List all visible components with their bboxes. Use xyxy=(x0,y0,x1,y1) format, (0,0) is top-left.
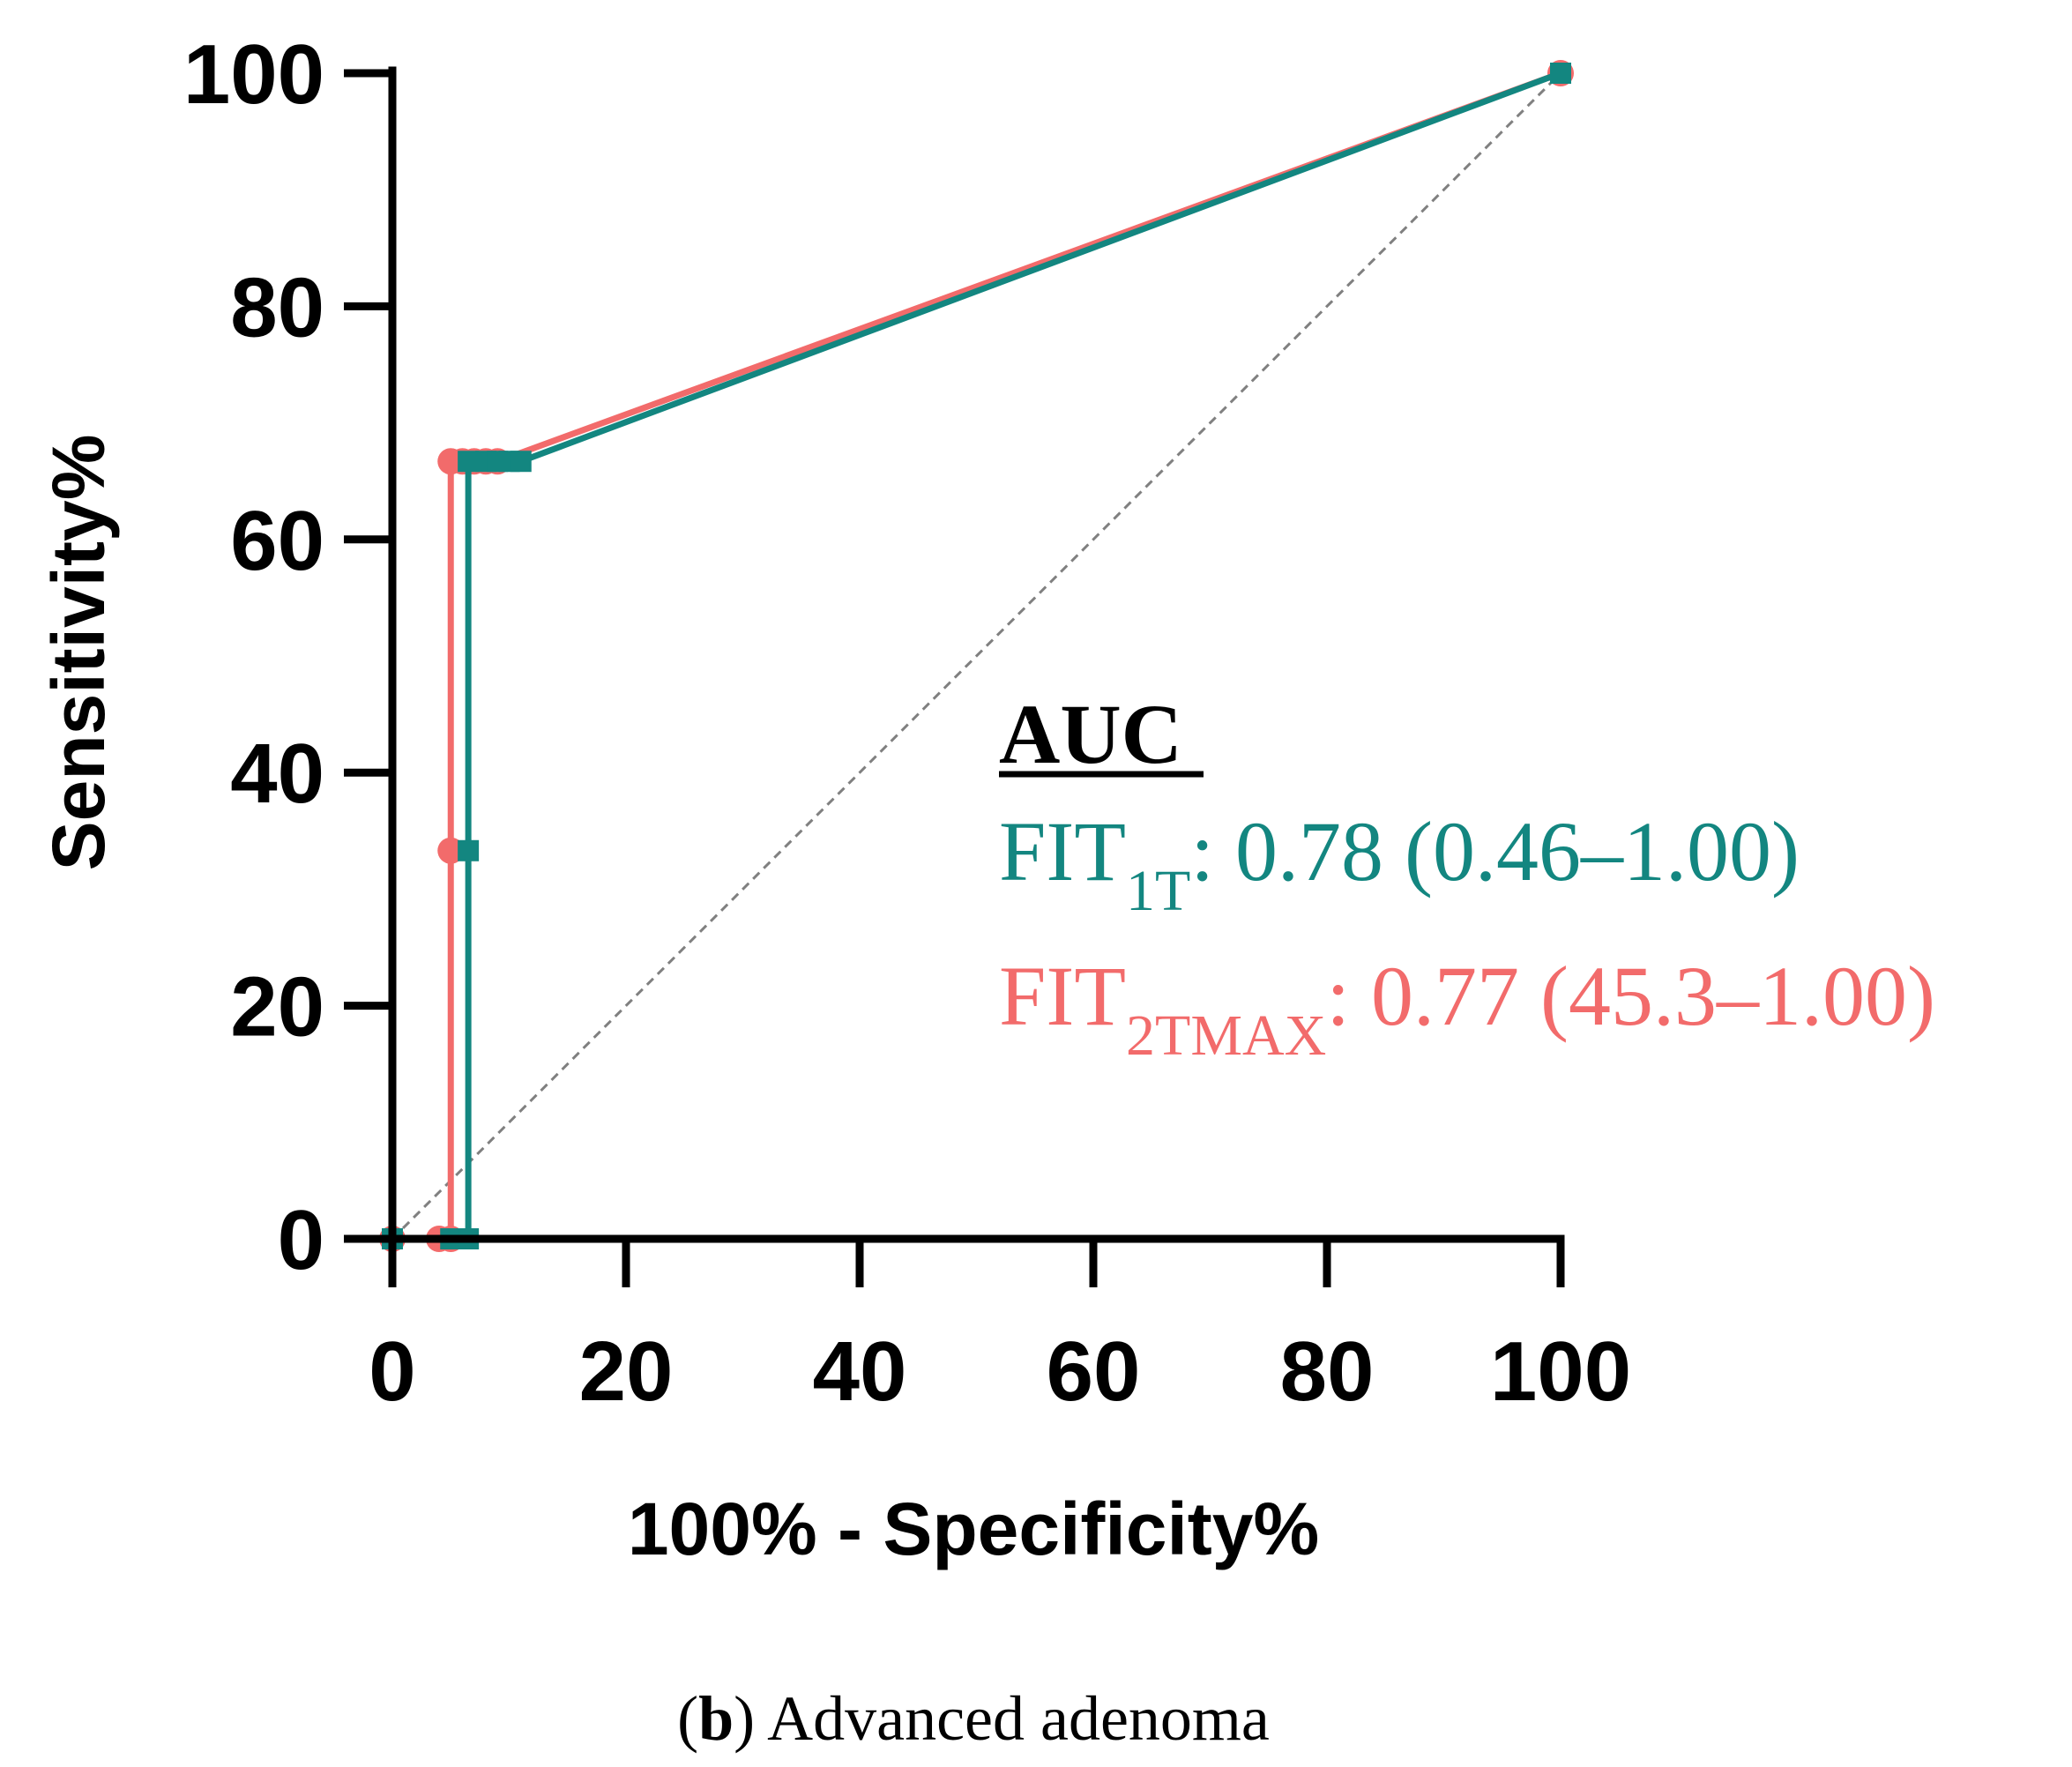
y-tick-label: 40 xyxy=(230,727,324,821)
x-tick-label: 40 xyxy=(813,1324,907,1419)
y-tick-label: 100 xyxy=(183,27,324,122)
caption-bold: b xyxy=(698,1683,734,1754)
y-tick-label: 80 xyxy=(230,260,324,354)
legend-title: AUC xyxy=(999,687,1182,781)
caption-text: Advanced adenoma xyxy=(755,1683,1270,1754)
y-axis-title: Sensitivity% xyxy=(37,435,120,871)
legend: AUC FIT1T: 0.78 (0.46–1.00) FIT2TMAX: 0.… xyxy=(999,687,1935,1068)
legend-entry-fit1t-main: FIT xyxy=(999,804,1126,898)
y-tick-label: 60 xyxy=(230,494,324,588)
legend-entry-fit2tmax: FIT2TMAX: 0.77 (45.3–1.00) xyxy=(999,949,1935,1068)
x-tick-label: 0 xyxy=(369,1324,415,1419)
axes: 0 20 40 60 80 100 0 20 40 60 80 100 xyxy=(183,27,1631,1419)
x-axis-title: 100% - Specificity% xyxy=(628,1487,1319,1570)
legend-entry-fit1t-value: : 0.78 (0.46–1.00) xyxy=(1190,804,1800,898)
x-tick-label: 80 xyxy=(1280,1324,1375,1419)
figure-caption: (b) Advanced adenoma xyxy=(677,1683,1270,1754)
reference-diagonal xyxy=(391,71,1562,1241)
data-point-fit1t xyxy=(1550,63,1571,84)
x-tick-label: 100 xyxy=(1490,1324,1631,1419)
x-tick-label: 60 xyxy=(1047,1324,1141,1419)
x-tick-label: 20 xyxy=(579,1324,674,1419)
data-point-fit1t xyxy=(510,451,532,473)
y-tick-label: 0 xyxy=(278,1193,324,1287)
plot-area xyxy=(379,60,1574,1252)
legend-entry-fit2tmax-main: FIT xyxy=(999,949,1126,1043)
y-tick-label: 20 xyxy=(230,960,324,1055)
legend-entry-fit2tmax-value: : 0.77 (45.3–1.00) xyxy=(1326,949,1935,1043)
legend-entry-fit1t-sub: 1T xyxy=(1126,859,1190,923)
legend-entry-fit1t: FIT1T: 0.78 (0.46–1.00) xyxy=(999,804,1800,923)
data-point-fit2tmax xyxy=(437,837,465,864)
legend-entry-fit2tmax-sub: 2TMAX xyxy=(1126,1003,1326,1068)
data-point-fit1t xyxy=(458,839,480,861)
